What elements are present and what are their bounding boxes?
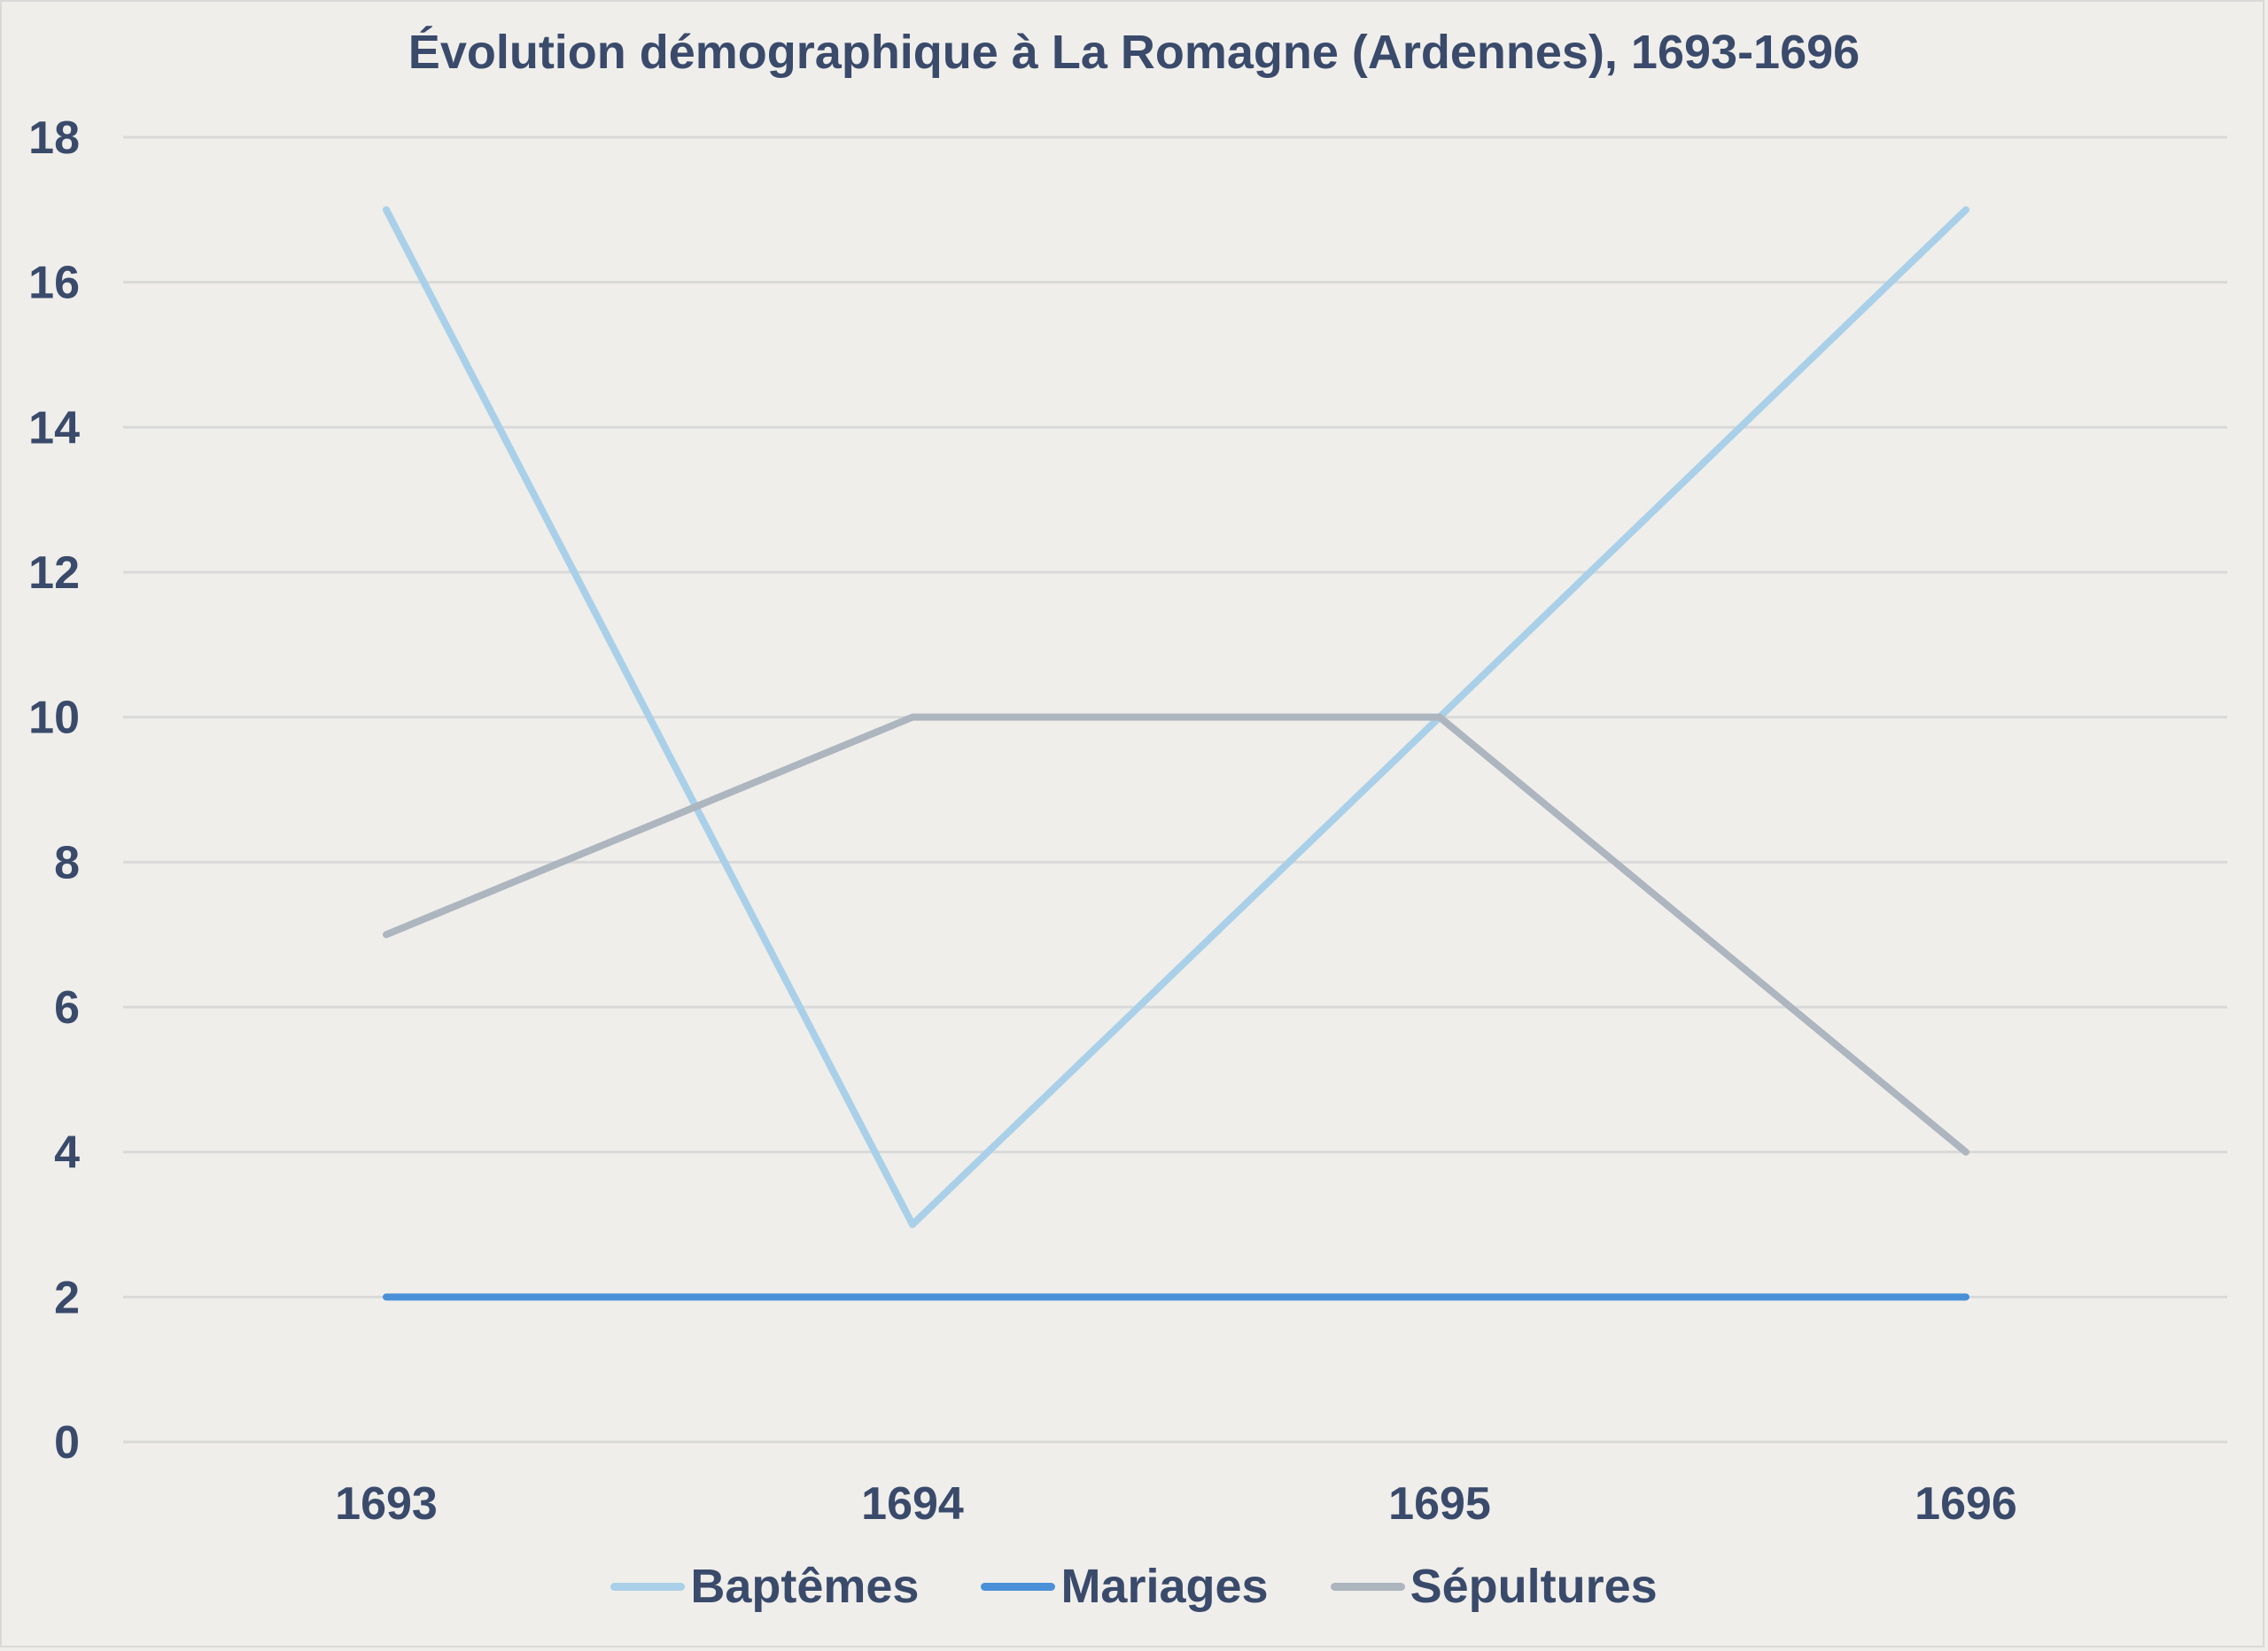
y-tick-label: 0 bbox=[54, 1417, 80, 1469]
series-line-baptêmes bbox=[383, 205, 1969, 1229]
legend-item-baptemes[interactable]: Baptêmes bbox=[610, 1559, 919, 1614]
y-tick-label: 14 bbox=[28, 402, 80, 453]
legend-item-sepultures[interactable]: Sépultures bbox=[1330, 1559, 1658, 1614]
legend-label: Mariages bbox=[1060, 1560, 1269, 1613]
x-tick-label: 1693 bbox=[335, 1478, 438, 1530]
legend-item-mariages[interactable]: Mariages bbox=[981, 1559, 1269, 1614]
y-tick-label: 12 bbox=[28, 547, 80, 599]
y-tick-label: 10 bbox=[28, 693, 80, 744]
legend-swatch-sepultures bbox=[1330, 1582, 1405, 1591]
y-tick-label: 6 bbox=[54, 982, 80, 1034]
x-tick-label: 1696 bbox=[1915, 1478, 2017, 1530]
chart-title: Évolution démographique à La Romagne (Ar… bbox=[408, 26, 1860, 79]
legend-swatch-mariages bbox=[981, 1582, 1056, 1591]
gridlines bbox=[123, 136, 2227, 1444]
y-axis-ticks: 0 2 4 6 8 10 12 14 16 18 bbox=[28, 112, 80, 1469]
legend-label: Sépultures bbox=[1410, 1560, 1658, 1613]
x-tick-label: 1694 bbox=[861, 1478, 964, 1530]
legend-label: Baptêmes bbox=[690, 1560, 920, 1613]
y-tick-label: 16 bbox=[28, 258, 80, 309]
x-tick-label: 1695 bbox=[1388, 1478, 1491, 1530]
y-tick-label: 8 bbox=[54, 837, 80, 888]
y-tick-label: 2 bbox=[54, 1272, 80, 1323]
legend-swatch-baptemes bbox=[610, 1582, 686, 1591]
y-tick-label: 4 bbox=[54, 1128, 80, 1179]
x-axis-ticks: 1693 1694 1695 1696 bbox=[335, 1478, 2017, 1530]
legend: Baptêmes Mariages Sépultures bbox=[0, 1559, 2268, 1614]
y-tick-label: 18 bbox=[28, 112, 80, 164]
series-line-sépultures bbox=[383, 713, 1969, 1156]
data-series bbox=[383, 205, 1969, 1301]
